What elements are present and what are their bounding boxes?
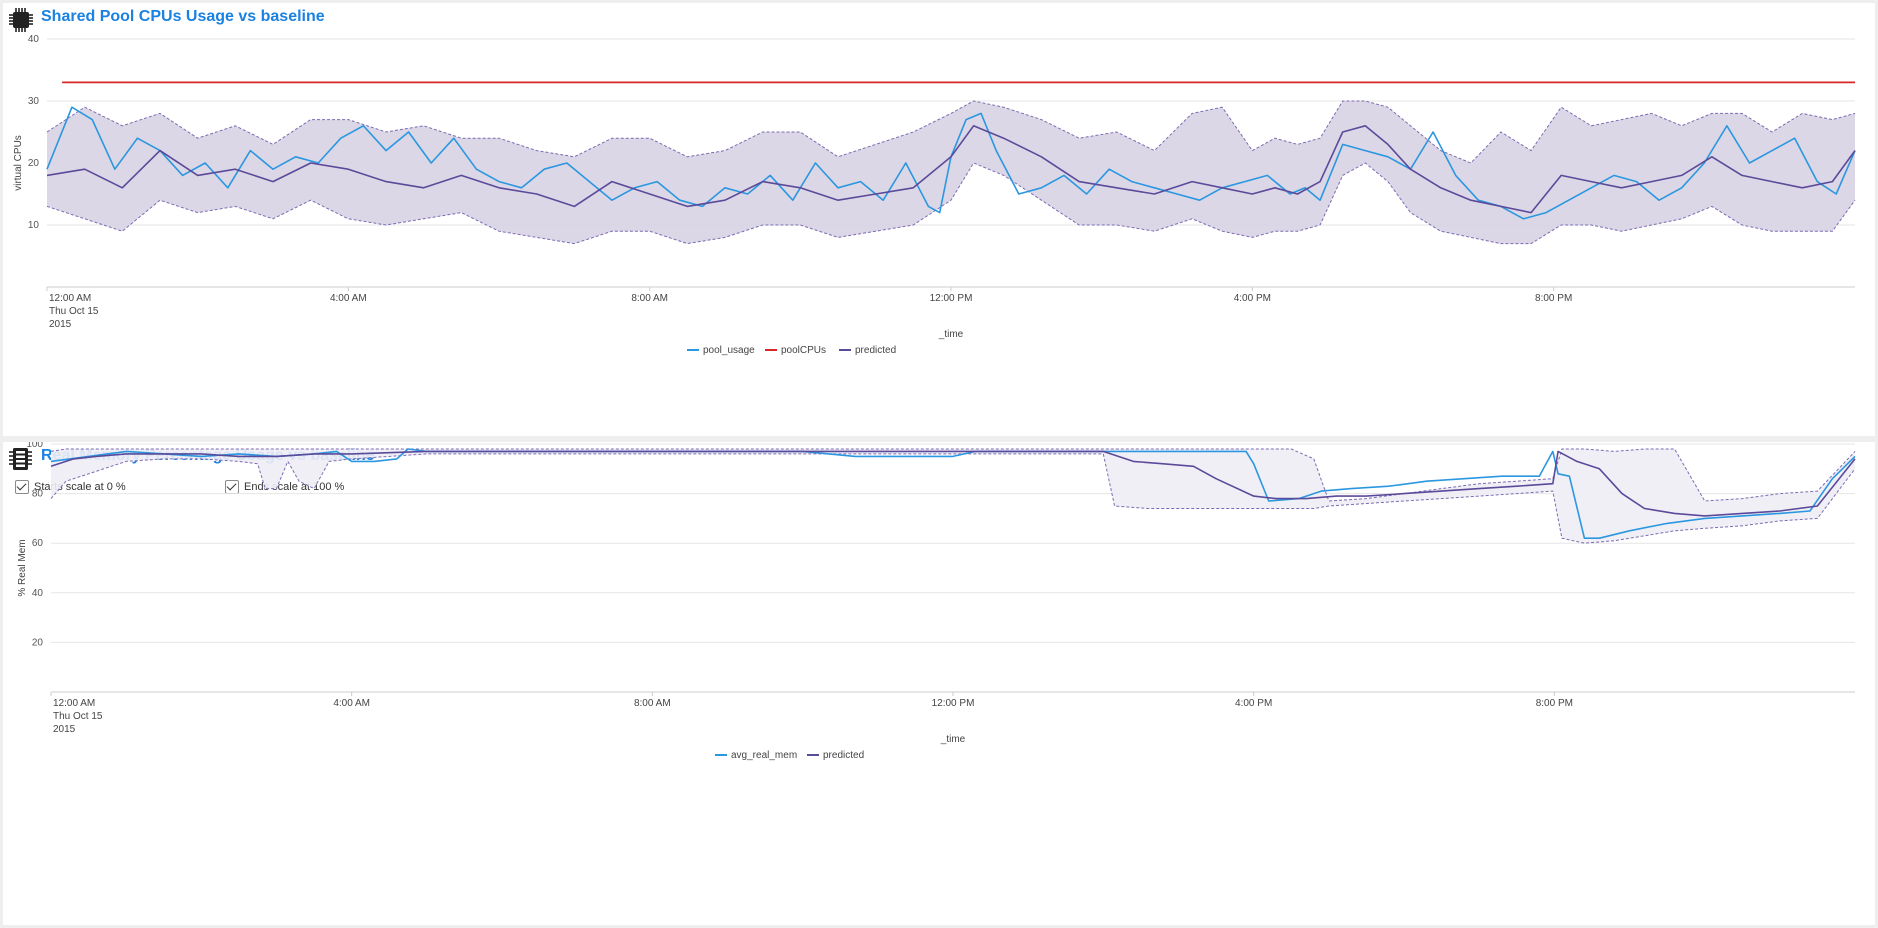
x-tick-label: 4:00 PM [1235,698,1272,709]
predicted-lower-bound-line [46,162,1856,245]
y-tick-label: 60 [32,538,44,549]
legend-label: pool_usage [703,345,755,356]
predicted-range-band [51,449,1855,544]
cpu-panel: Shared Pool CPUs Usage vs baseline 10 20 3… [3,3,1875,436]
x-tick-label: 12:00 PM [932,698,975,709]
cpu-chip-icon [9,8,33,32]
cpu-panel-title[interactable]: Shared Pool CPUs Usage vs baseline [41,8,325,25]
y-tick-label: 20 [28,158,40,169]
x-tick-label: 12:00 AM [49,293,91,304]
memory-module-icon [9,448,32,470]
legend-item-pool-usage[interactable]: pool_usage [687,345,755,356]
predicted-upper-bound-line [50,448,1856,502]
x-tick-label: 8:00 PM [1535,293,1572,304]
legend-label: predicted [823,750,864,761]
y-tick-label: 40 [28,34,40,45]
legend-item-avg-real-mem[interactable]: avg_real_mem [715,750,797,761]
predicted-upper-bound-line [46,100,1856,164]
x-axis-title: _time [938,329,964,340]
x-tick-label: 12:00 PM [930,293,973,304]
x-tick-label: 8:00 PM [1536,698,1573,709]
y-axis-title: % Real Mem [17,539,28,596]
x-tick-label: 2015 [53,724,76,735]
x-tick-label: 12:00 AM [53,698,95,709]
x-tick-label: Thu Oct 15 [53,711,103,722]
x-tick-label: 8:00 AM [631,293,668,304]
starts-at-zero-checkbox[interactable] [15,480,29,494]
x-tick-label: 4:00 PM [1234,293,1271,304]
y-axis-title: virtual CPUs [13,135,24,191]
legend-item-predicted[interactable]: predicted [807,750,864,761]
y-tick-label: 80 [32,489,44,500]
y-tick-label: 100 [26,442,43,450]
x-tick-label: 4:00 AM [333,698,370,709]
x-axis-title: _time [940,734,966,745]
y-tick-label: 20 [32,637,44,648]
legend-label: predicted [855,345,896,356]
legend-label: poolCPUs [781,345,826,356]
cpu-chart[interactable]: 10 20 30 40 12:00 AM Thu Oct 15 2015 4:00 AM 8:0… [3,3,1875,436]
x-tick-label: 4:00 AM [330,293,367,304]
legend-item-poolcpus[interactable]: poolCPUs [765,345,826,356]
cpu-panel-header: Shared Pool CPUs Usage vs baseline [3,3,1875,33]
x-tick-label: Thu Oct 15 [49,306,99,317]
memory-chart[interactable]: 20 40 60 80 100 12:00 AM Thu Oct 15 2015 4:00 AM… [3,442,1875,925]
y-tick-label: 40 [32,588,44,599]
x-tick-label: 2015 [49,319,72,330]
memory-panel: Real Memory Percentage Usage vs baseline… [3,442,1875,925]
series-line-pool-usage[interactable] [46,106,1856,220]
predicted-range-band [47,101,1855,244]
legend-item-predicted[interactable]: predicted [839,345,896,356]
series-line-predicted[interactable] [46,125,1856,214]
y-tick-label: 30 [28,96,40,107]
series-line-predicted[interactable] [50,450,1856,517]
y-tick-label: 10 [28,220,40,231]
legend-label: avg_real_mem [731,750,797,761]
x-tick-label: 8:00 AM [634,698,671,709]
